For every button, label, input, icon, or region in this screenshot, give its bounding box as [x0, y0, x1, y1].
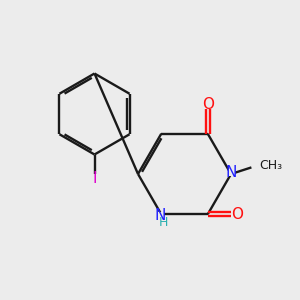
- Text: N: N: [226, 165, 237, 180]
- Bar: [91, 176, 98, 182]
- Bar: [228, 169, 235, 175]
- Text: H: H: [159, 216, 168, 229]
- Text: O: O: [231, 207, 243, 222]
- Text: CH₃: CH₃: [259, 159, 282, 172]
- Text: N: N: [155, 208, 166, 223]
- Text: I: I: [92, 171, 97, 186]
- Bar: [157, 212, 164, 219]
- Text: O: O: [202, 97, 214, 112]
- Bar: [233, 211, 241, 218]
- Bar: [204, 101, 212, 108]
